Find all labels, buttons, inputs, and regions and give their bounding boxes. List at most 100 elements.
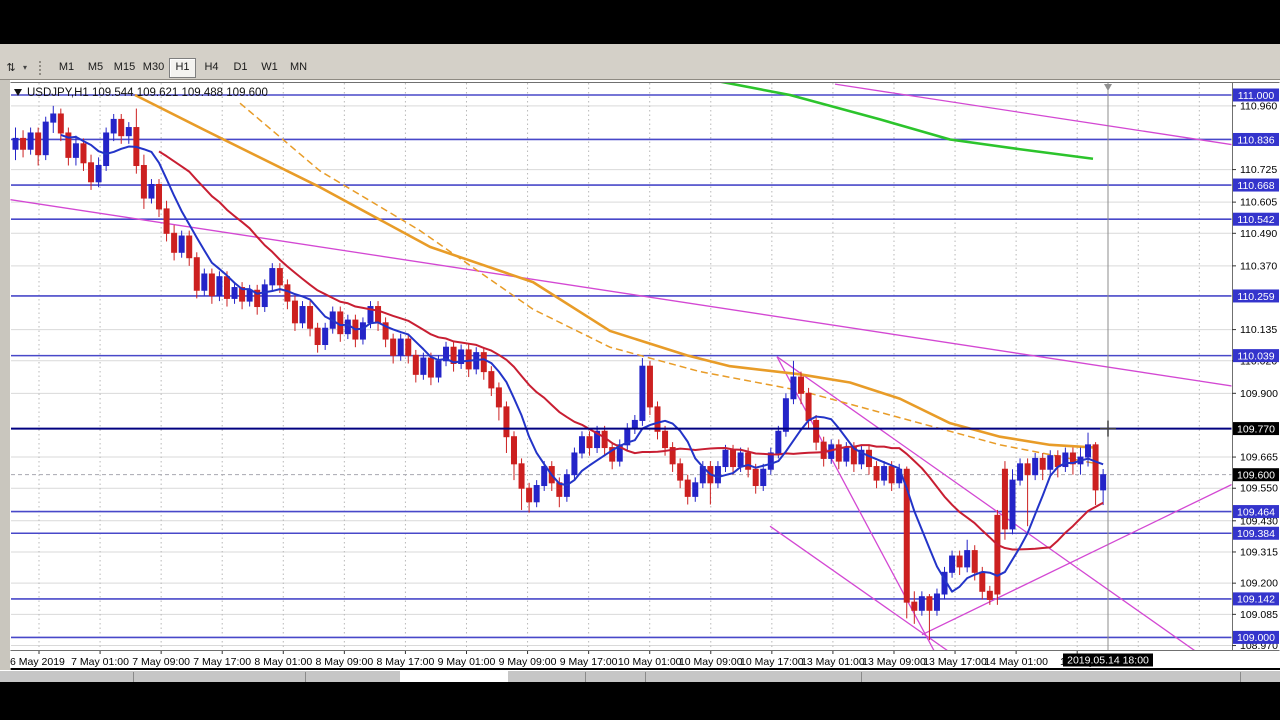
period-button-W1[interactable]: W1: [261, 61, 278, 73]
toolbar-row-spacer: [0, 44, 1280, 58]
candle-body: [239, 287, 246, 302]
candle-body: [201, 273, 208, 291]
candle-body: [1024, 463, 1031, 476]
candle-body: [148, 183, 155, 199]
symbol-dropdown-icon[interactable]: [14, 89, 22, 96]
candle-body: [178, 235, 185, 253]
time-badge: [1063, 653, 1153, 667]
candle-body: [382, 322, 389, 340]
candle-body: [103, 132, 110, 167]
letterbox-bottom: [0, 682, 1280, 720]
candle-body: [307, 306, 314, 329]
candle-body: [65, 132, 72, 158]
candle-body: [1100, 474, 1107, 491]
trendline: [776, 356, 935, 650]
period-button-D1[interactable]: D1: [233, 61, 248, 73]
candle-body: [541, 466, 548, 487]
scrollbar-mark: [133, 672, 134, 682]
candle-body: [1047, 455, 1054, 470]
candle-body: [359, 322, 366, 340]
scrollbar-mark: [585, 672, 586, 682]
price-badge: [1233, 349, 1279, 363]
candle-body: [1001, 468, 1008, 530]
period-toolbar: ⇅ ▾ M1 M5 M15 M30 H1 H4 D1 W1 MN: [0, 57, 1280, 80]
time-tick: 8 May 09:00: [315, 656, 373, 668]
time-axis: 6 May 2019 7 May 01:00 7 May 09:00 7 May 17…: [10, 651, 1153, 668]
period-button-M1[interactable]: M1: [58, 61, 75, 73]
candle-body: [798, 376, 805, 394]
horizontal-scrollbar[interactable]: [0, 670, 1280, 683]
period-button-M5[interactable]: M5: [87, 61, 104, 73]
period-button-H4[interactable]: H4: [204, 61, 219, 73]
candlestick-series: [12, 105, 1107, 641]
time-tick: 9 May 17:00: [560, 656, 618, 668]
candle-body: [873, 466, 880, 481]
candle-body: [782, 398, 789, 432]
scrollbar-mark: [1240, 672, 1241, 682]
price-tick: 109.430: [1240, 515, 1278, 527]
candle-body: [420, 357, 427, 375]
candle-body: [314, 327, 321, 346]
time-tick: 8 May 17:00: [377, 656, 435, 668]
price-badge-label: 111.000: [1238, 90, 1275, 102]
candle-body: [918, 596, 925, 611]
candle-body: [261, 284, 268, 308]
candle-body: [20, 137, 27, 150]
price-tick: 109.550: [1240, 483, 1278, 495]
candle-body: [684, 479, 691, 497]
candle-body: [276, 268, 283, 286]
time-tick: 10 May 09:00: [679, 656, 743, 668]
price-badge-label: 109.464: [1237, 506, 1275, 518]
candle-body: [616, 444, 623, 462]
candle-body: [609, 447, 616, 462]
candle-body: [1017, 463, 1024, 481]
price-badge-label: 109.142: [1237, 594, 1275, 606]
candle-body: [216, 276, 223, 297]
candle-body: [903, 468, 910, 603]
candle-body: [1085, 444, 1092, 458]
dropdown-caret-icon[interactable]: ▾: [22, 63, 27, 72]
candle-body: [926, 596, 933, 611]
price-badge-label: 110.259: [1237, 291, 1274, 303]
time-tick: 9 May 01:00: [438, 656, 496, 668]
candle-body: [299, 306, 306, 324]
price-badge-label: 110.836: [1237, 134, 1274, 146]
candle-body: [888, 466, 895, 484]
candle-body: [390, 338, 397, 356]
price-tick: 110.605: [1240, 197, 1277, 209]
blue-ma: [60, 133, 1104, 593]
price-badge-label: 110.668: [1237, 180, 1274, 192]
period-button-MN[interactable]: MN: [289, 61, 308, 73]
period-button-M15[interactable]: M15: [113, 61, 136, 73]
candle-body: [186, 235, 193, 259]
candle-body: [171, 232, 178, 253]
updown-arrows-icon[interactable]: ⇅: [6, 62, 16, 74]
candle-body: [110, 118, 117, 134]
candle-body: [42, 121, 49, 156]
time-badge-label: 2019.05.14 18:00: [1067, 655, 1149, 667]
candle-body: [156, 183, 163, 210]
chart-canvas[interactable]: 110.960 110.725 110.605 110.490 110.370 110.1…: [10, 79, 1280, 668]
candle-body: [933, 593, 940, 611]
price-badge: [1233, 88, 1279, 102]
candle-body: [813, 419, 820, 443]
time-tick: 7 May 09:00: [132, 656, 190, 668]
candle-body: [193, 257, 200, 291]
price-badge: [1233, 630, 1279, 644]
candle-body: [291, 300, 298, 324]
candle-body: [843, 447, 850, 462]
toolbar-grip[interactable]: [39, 61, 46, 75]
candle-body: [72, 143, 79, 158]
price-badge: [1233, 505, 1279, 519]
candle-body: [858, 449, 865, 465]
time-tick: 7 May 01:00: [71, 656, 129, 668]
candle-body: [488, 371, 495, 389]
price-badge-label: 109.770: [1237, 423, 1275, 435]
time-tick: 9 May 09:00: [499, 656, 557, 668]
candle-body: [669, 447, 676, 465]
period-button-H1[interactable]: H1: [169, 58, 196, 78]
period-button-M30[interactable]: M30: [142, 61, 165, 73]
scrollbar-mark: [305, 672, 306, 682]
candle-body: [118, 118, 125, 137]
candle-body: [435, 360, 442, 378]
